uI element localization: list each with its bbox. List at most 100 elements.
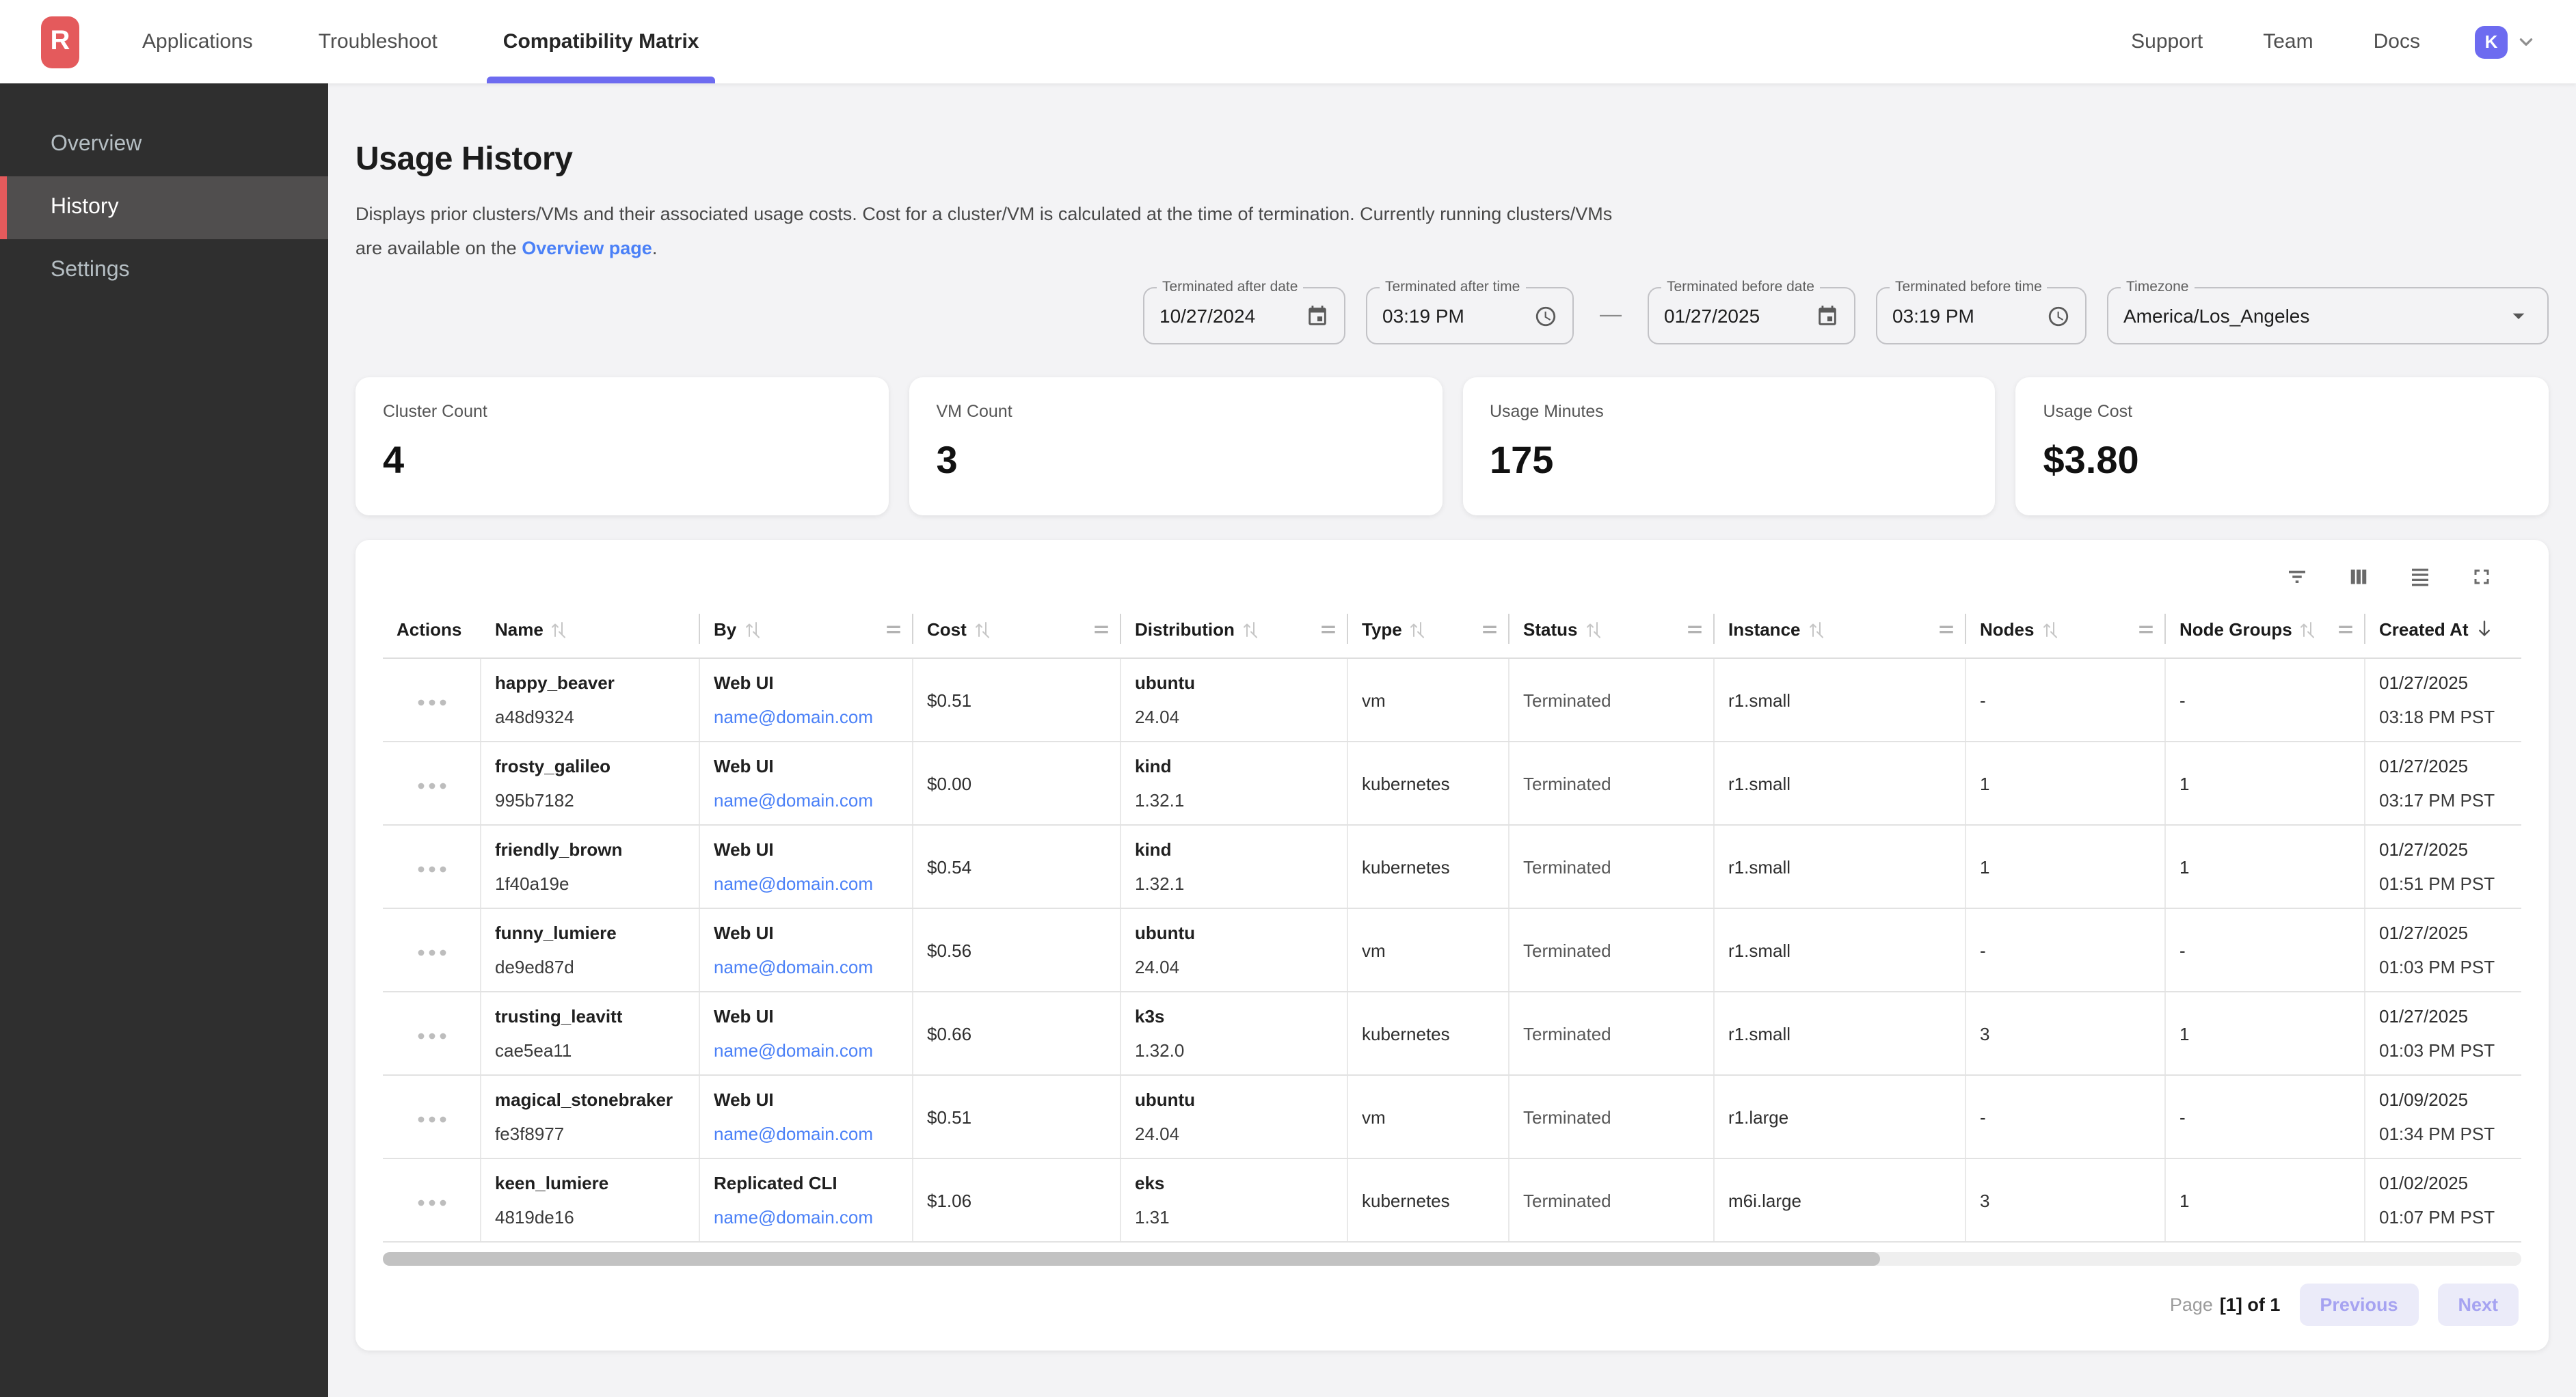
cell-by-primary: Web UI xyxy=(714,672,774,692)
row-actions-button[interactable] xyxy=(408,1182,455,1219)
sort-arrows-icon xyxy=(1408,619,1428,639)
stat-value: 175 xyxy=(1490,439,1554,481)
column-header-distribution[interactable]: Distribution xyxy=(1121,600,1348,657)
column-header-instance[interactable]: Instance xyxy=(1715,600,1966,657)
cell-cost-value: $0.66 xyxy=(927,1023,972,1044)
replicated-logo[interactable]: R xyxy=(41,16,79,68)
column-header-name[interactable]: Name xyxy=(481,600,700,657)
cell-distribution-secondary: 24.04 xyxy=(1135,956,1180,977)
cell-distribution: ubuntu 24.04 xyxy=(1121,909,1348,991)
column-menu-icon[interactable] xyxy=(1319,620,1337,638)
row-actions-button[interactable] xyxy=(408,1015,455,1052)
cell-instance: r1.small xyxy=(1715,659,1966,741)
column-header-type[interactable]: Type xyxy=(1348,600,1510,657)
horizontal-scrollbar-thumb[interactable] xyxy=(383,1252,1880,1266)
email-link[interactable]: name@domain.com xyxy=(714,956,874,977)
cell-created-at: 01/27/2025 03:18 PM PST xyxy=(2365,659,2521,741)
columns-icon[interactable] xyxy=(2346,565,2371,589)
ellipsis-icon xyxy=(416,1107,446,1127)
email-link[interactable]: name@domain.com xyxy=(714,706,874,727)
cell-by: Web UI name@domain.com xyxy=(700,826,913,908)
cell-name-secondary: 995b7182 xyxy=(495,789,574,810)
column-header-label: Distribution xyxy=(1135,619,1235,639)
clock-icon xyxy=(2047,304,2070,327)
stat-value: $3.80 xyxy=(2043,439,2139,481)
column-menu-icon[interactable] xyxy=(885,620,902,638)
cell-name-primary: happy_beaver xyxy=(495,672,615,692)
column-menu-icon[interactable] xyxy=(1481,620,1499,638)
column-header-nodes[interactable]: Nodes xyxy=(1966,600,2166,657)
filter-field-terminated-before-date[interactable]: Terminated before date 01/27/2025 xyxy=(1648,279,1855,344)
avatar[interactable]: K xyxy=(2475,25,2508,58)
filter-field-terminated-after-time[interactable]: Terminated after time 03:19 PM xyxy=(1366,279,1574,344)
filter-field-terminated-before-time[interactable]: Terminated before time 03:19 PM xyxy=(1876,279,2087,344)
sidebar-item-overview[interactable]: Overview xyxy=(51,133,142,156)
filter-field-label: Terminated after time xyxy=(1380,279,1526,295)
calendar-icon xyxy=(1306,304,1329,327)
row-actions-button[interactable] xyxy=(408,681,455,718)
next-page-button[interactable]: Next xyxy=(2437,1283,2519,1325)
cell-type: vm xyxy=(1348,1076,1510,1158)
page-label: Page xyxy=(2169,1294,2213,1314)
page-title: Usage History xyxy=(355,141,573,178)
cell-name-primary: friendly_brown xyxy=(495,839,623,859)
email-link[interactable]: name@domain.com xyxy=(714,873,874,893)
column-header-label: Type xyxy=(1362,619,1402,639)
column-menu-icon[interactable] xyxy=(2137,620,2155,638)
sidebar-item-history[interactable]: History xyxy=(0,176,328,239)
cell-status-value: Terminated xyxy=(1523,856,1611,877)
chevron-down-icon[interactable] xyxy=(2517,33,2535,51)
cell-by-primary: Web UI xyxy=(714,755,774,776)
cell-instance-value: r1.small xyxy=(1728,1023,1791,1044)
filter-field-label: Terminated before time xyxy=(1890,279,2048,295)
stat-card-usage-cost: Usage Cost $3.80 xyxy=(2015,377,2549,515)
filter-icon[interactable] xyxy=(2285,565,2309,589)
nav-item-compatibility-matrix[interactable]: Compatibility Matrix xyxy=(486,0,716,83)
nav-link-docs[interactable]: Docs xyxy=(2373,30,2420,53)
previous-page-button[interactable]: Previous xyxy=(2299,1283,2419,1325)
column-header-node-groups[interactable]: Node Groups xyxy=(2166,600,2365,657)
overview-page-link[interactable]: Overview page xyxy=(522,238,652,258)
filter-field-terminated-after-date[interactable]: Terminated after date 10/27/2024 xyxy=(1143,279,1345,344)
email-link[interactable]: name@domain.com xyxy=(714,1206,874,1227)
column-menu-icon[interactable] xyxy=(1092,620,1110,638)
email-link[interactable]: name@domain.com xyxy=(714,789,874,810)
nav-link-support[interactable]: Support xyxy=(2131,30,2203,53)
column-menu-icon[interactable] xyxy=(1686,620,1704,638)
cell-node-groups-value: 1 xyxy=(2179,1190,2190,1210)
column-menu-icon[interactable] xyxy=(1937,620,1955,638)
nav-link-team[interactable]: Team xyxy=(2263,30,2313,53)
email-link[interactable]: name@domain.com xyxy=(714,1040,874,1060)
row-actions-button[interactable] xyxy=(408,765,455,802)
email-link[interactable]: name@domain.com xyxy=(714,1123,874,1143)
column-menu-icon[interactable] xyxy=(2337,620,2354,638)
stat-label: Usage Cost xyxy=(2043,402,2133,421)
cell-node-groups: - xyxy=(2166,1076,2365,1158)
filter-field-value: 03:19 PM xyxy=(1382,305,1464,327)
cell-name: happy_beaver a48d9324 xyxy=(481,659,700,741)
cell-distribution: eks 1.31 xyxy=(1121,1159,1348,1241)
row-actions-button[interactable] xyxy=(408,932,455,968)
stat-card-cluster-count: Cluster Count 4 xyxy=(355,377,889,515)
filter-field-timezone[interactable]: Timezone America/Los_Angeles xyxy=(2107,279,2549,344)
cell-distribution-secondary: 1.32.0 xyxy=(1135,1040,1185,1060)
cell-status: Terminated xyxy=(1510,909,1715,991)
density-icon[interactable] xyxy=(2408,565,2432,589)
cell-status-value: Terminated xyxy=(1523,940,1611,960)
column-header-cost[interactable]: Cost xyxy=(913,600,1121,657)
nav-item-troubleshoot[interactable]: Troubleshoot xyxy=(319,0,438,83)
sidebar-item-settings[interactable]: Settings xyxy=(51,258,130,282)
page-description: Displays prior clusters/VMs and their as… xyxy=(355,197,1634,265)
cell-by: Web UI name@domain.com xyxy=(700,992,913,1074)
nav-item-applications[interactable]: Applications xyxy=(142,0,253,83)
row-actions-button[interactable] xyxy=(408,1098,455,1135)
column-header-status[interactable]: Status xyxy=(1510,600,1715,657)
column-header-created-at[interactable]: Created At xyxy=(2365,600,2521,657)
row-actions-button[interactable] xyxy=(408,848,455,885)
fullscreen-icon[interactable] xyxy=(2469,565,2494,589)
cell-actions xyxy=(383,992,481,1074)
table-row: trusting_leavitt cae5ea11 Web UI name@domai… xyxy=(383,992,2521,1076)
cell-node-groups-value: - xyxy=(2179,690,2186,710)
column-header-by[interactable]: By xyxy=(700,600,913,657)
cell-cost-value: $0.54 xyxy=(927,856,972,877)
